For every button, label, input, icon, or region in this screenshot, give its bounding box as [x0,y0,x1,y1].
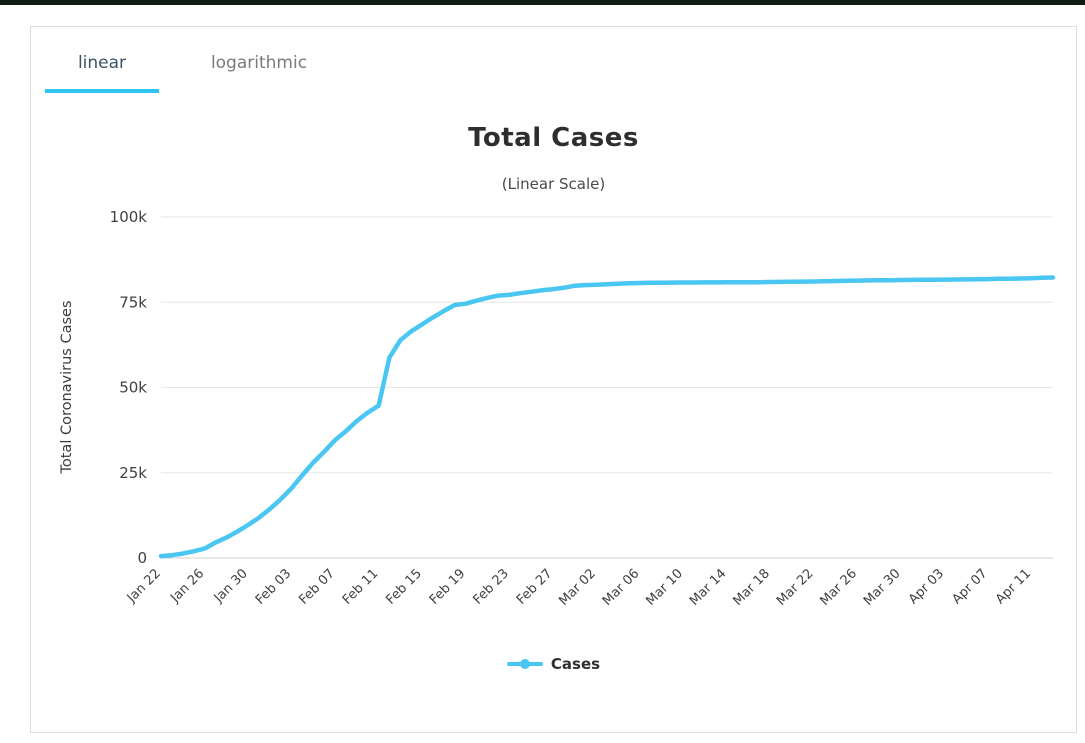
x-tick-label: Feb 23 [470,566,512,608]
y-tick-label: 0 [137,549,147,567]
x-tick-label: Feb 15 [383,566,425,608]
cases-series-line[interactable] [158,275,1056,559]
legend-marker-icon [506,659,543,669]
x-tick-label: Jan 26 [167,566,207,606]
chart-type-tabs: linear logarithmic [31,47,335,93]
x-tick-label: Feb 07 [296,566,338,608]
chart-title: Total Cases [468,123,639,153]
legend-item-cases[interactable]: Cases [31,655,1076,673]
x-tick-label: Mar 10 [643,566,686,609]
x-tick-label: Feb 03 [253,566,295,608]
y-tick-label: 75k [119,293,147,311]
x-tick-label: Mar 06 [600,566,643,609]
x-tick-label: Feb 19 [427,566,469,608]
x-tick-label: Apr 07 [949,566,990,607]
x-tick-label: Mar 02 [556,566,599,609]
tab-linear-label: linear [77,53,127,73]
x-tick-label: Apr 03 [906,566,947,607]
tab-logarithmic[interactable]: logarithmic [183,47,335,93]
x-tick-label: Mar 14 [687,566,730,609]
y-tick-label: 25k [119,464,147,482]
chart-subtitle: (Linear Scale) [501,175,606,193]
window-top-border [0,0,1085,5]
x-tick-label: Feb 27 [514,566,556,608]
x-tick-label: Mar 22 [774,566,817,609]
x-tick-label: Feb 11 [340,566,382,608]
y-tick-label: 50k [119,379,147,397]
tab-logarithmic-label: logarithmic [210,53,308,73]
x-tick-label: Mar 26 [817,566,860,609]
y-axis-title: Total Coronavirus Cases [59,300,75,474]
x-tick-label: Mar 18 [730,566,773,609]
x-tick-label: Jan 22 [124,566,164,606]
legend-label: Cases [550,655,601,673]
chart-card: linear logarithmic Total Cases (Linear S… [30,26,1077,733]
x-tick-label: Jan 30 [211,566,251,606]
x-tick-label: Mar 30 [861,566,904,609]
chart-plot-area[interactable]: Total Coronavirus Cases 0 25k 50k 75k 100k Ja… [31,187,1078,647]
x-tick-label: Apr 11 [993,566,1034,607]
legend-marker-dot [519,659,530,669]
tab-linear[interactable]: linear [45,47,159,93]
y-tick-label: 100k [110,208,148,226]
